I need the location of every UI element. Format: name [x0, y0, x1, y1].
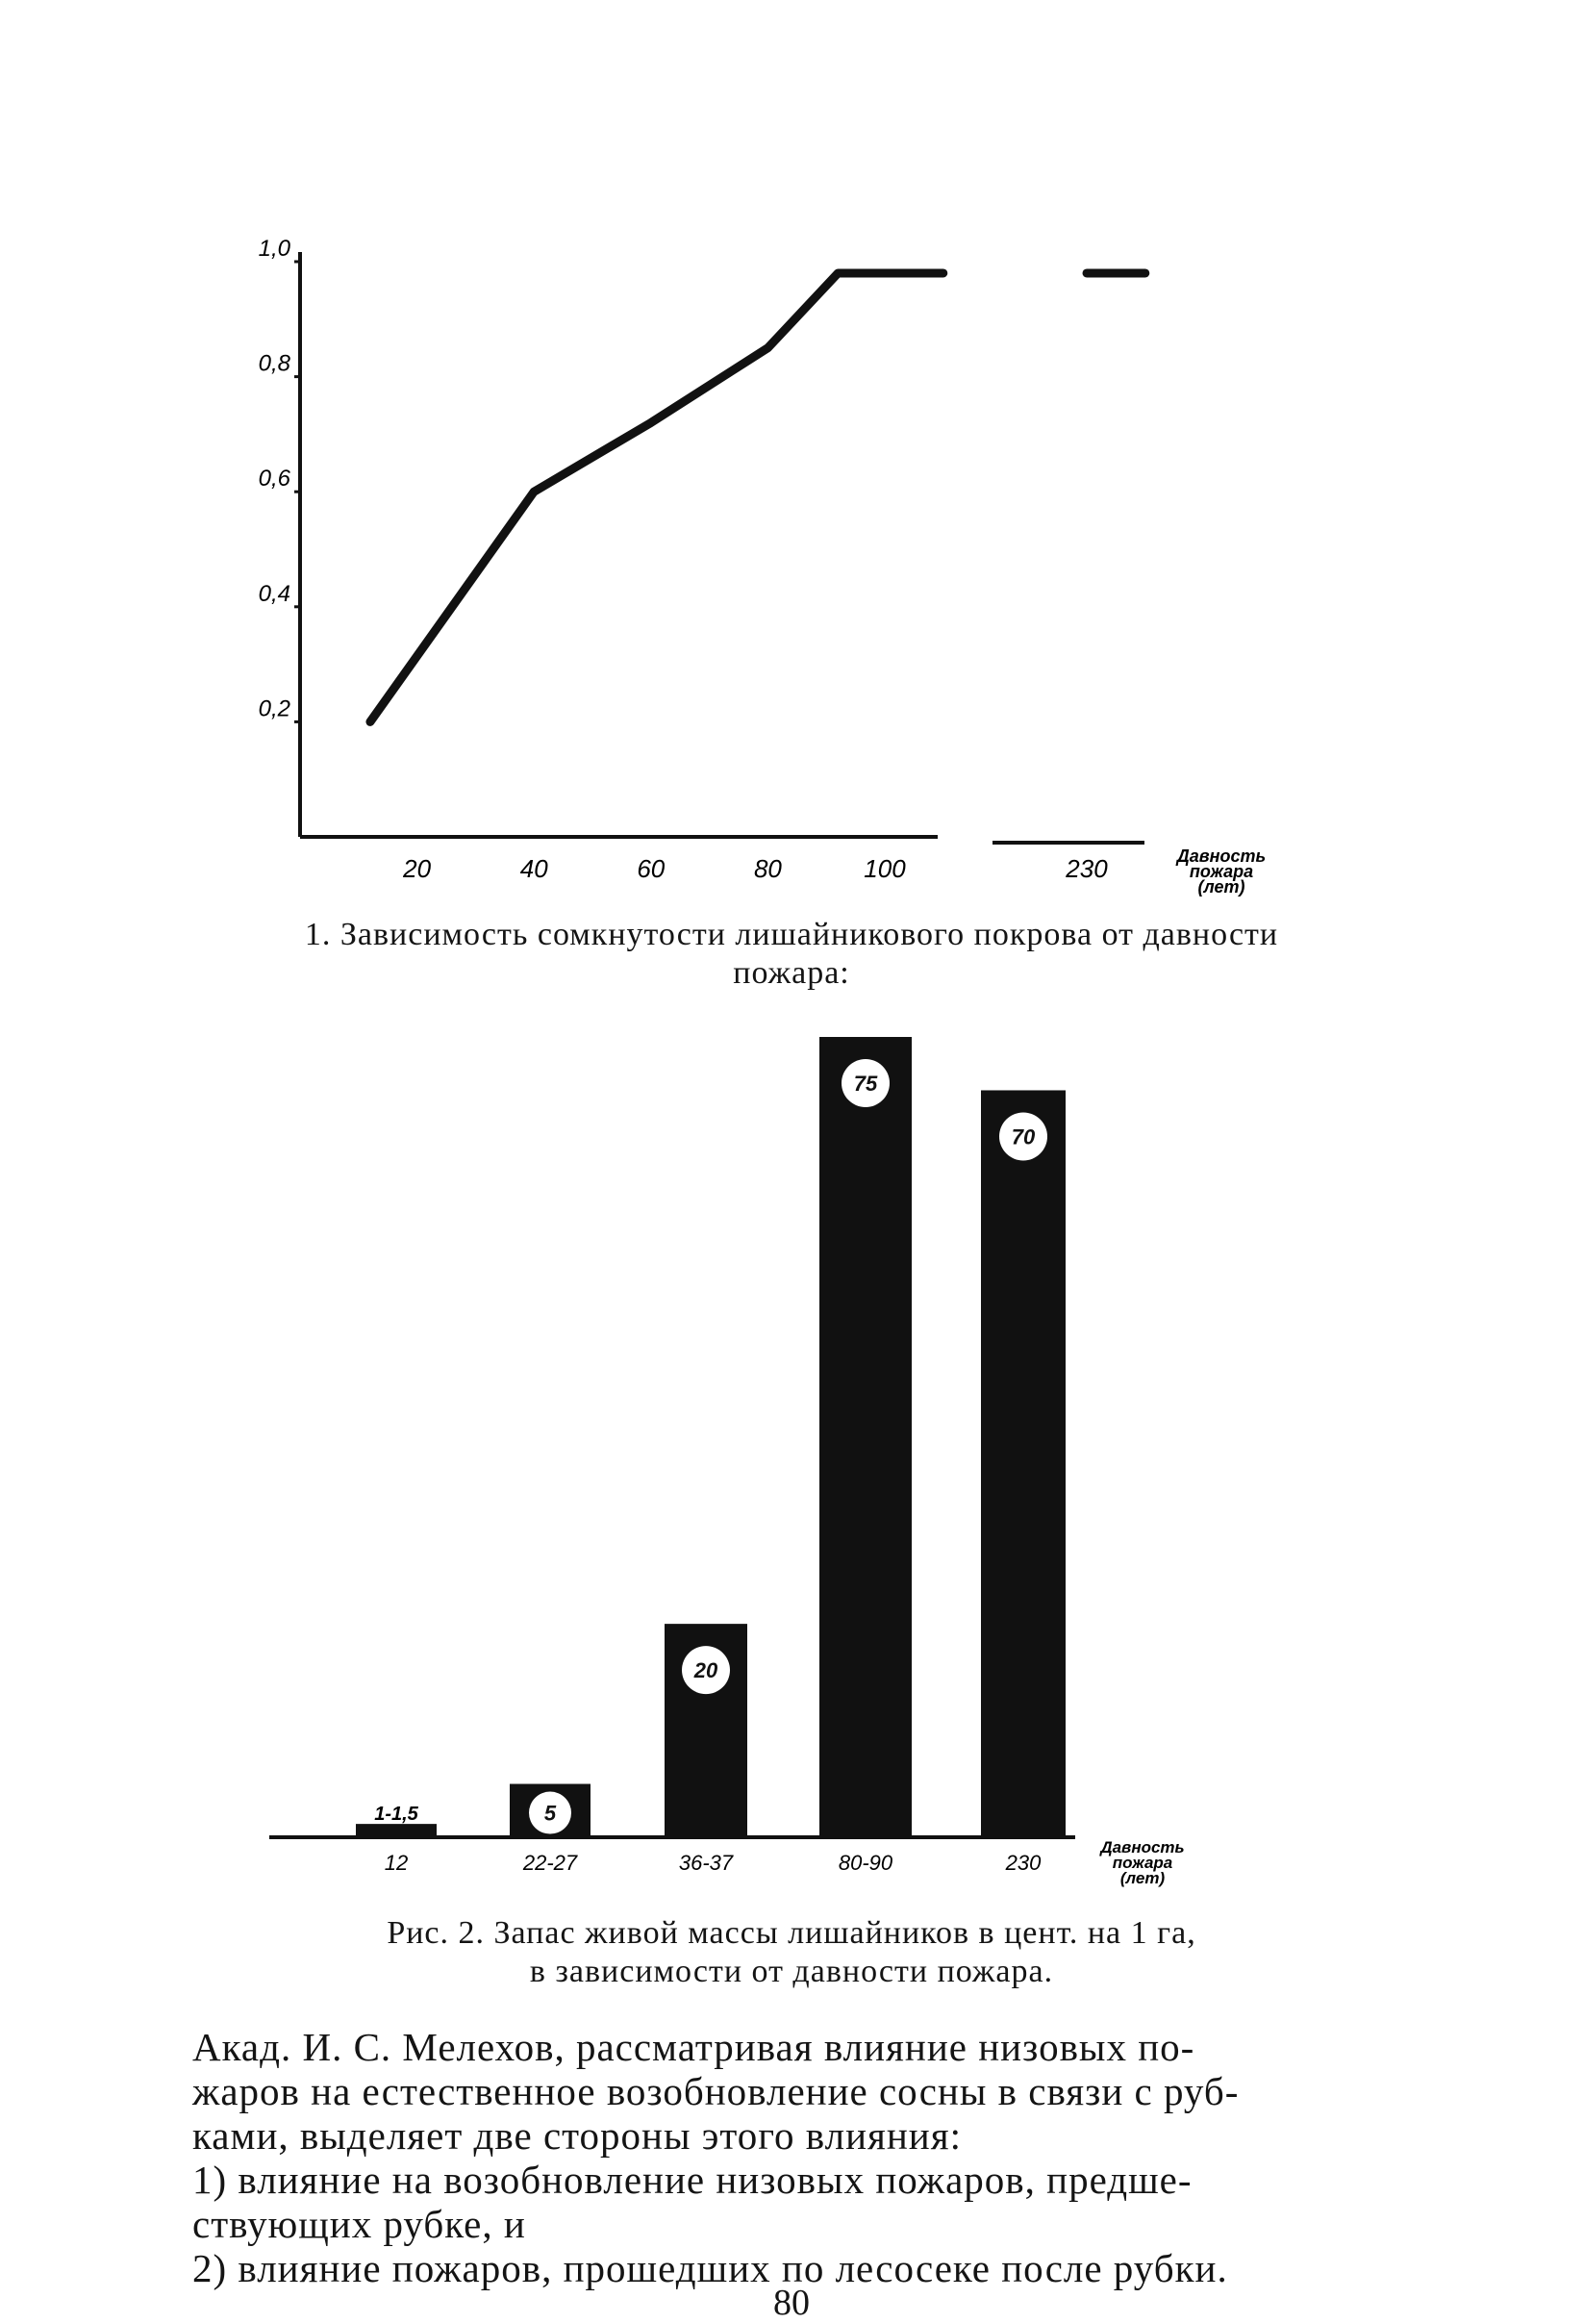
- page-number: 80: [773, 2283, 810, 2323]
- paragraph-line-3: ками, выделяет две стороны этого влияния…: [192, 2113, 963, 2158]
- y-tick-label: 0,2: [259, 695, 290, 721]
- figure-2-caption-line-2: в зависимости от давности пожара.: [529, 1954, 1054, 1989]
- bar: [665, 1624, 747, 1837]
- list-item-1-continued: ствующих рубке, и: [192, 2202, 526, 2246]
- x-axis-unit-label: пожара: [1190, 862, 1253, 881]
- y-tick-label: 0,4: [259, 581, 290, 607]
- x-axis-unit-label: (лет): [1120, 1869, 1166, 1887]
- x-tick-label: 100: [864, 854, 906, 883]
- line-chart-axes: [298, 252, 1144, 845]
- bar: [819, 1037, 912, 1837]
- figure-1-caption-line-1: 1. Зависимость сомкнутости лишайникового…: [304, 917, 1279, 952]
- bar: [356, 1824, 437, 1837]
- line-chart-closure: 1,0 0,8 0,6 0,4 0,2 20 40 60 80 100 230 Давностьпож…: [259, 236, 1267, 897]
- figure-1-caption: 1. Зависимость сомкнутости лишайникового…: [0, 916, 1583, 993]
- y-tick-label: 0,8: [259, 351, 291, 377]
- bar-data-label: 70: [1012, 1124, 1036, 1149]
- x-tick-label: 22-27: [522, 1851, 578, 1875]
- list-item-2: 2) влияние пожаров, прошедших по лесосек…: [192, 2246, 1228, 2290]
- y-tick-label: 0,6: [259, 466, 291, 492]
- x-tick-label: 230: [1065, 854, 1108, 883]
- x-tick-label: 80-90: [839, 1851, 893, 1875]
- line-chart-ticks: 1,0 0,8 0,6 0,4 0,2 20 40 60 80 100 230 Давностьпож…: [259, 236, 1267, 897]
- bar-data-label: 5: [544, 1802, 557, 1826]
- x-tick-label: 230: [1005, 1851, 1042, 1875]
- x-axis-unit-label: Давность: [1175, 846, 1266, 866]
- bar: [510, 1783, 590, 1837]
- x-axis-unit-label: Давность: [1098, 1838, 1184, 1857]
- bar-chart-bars: 1-1,5 5 20 75 70: [356, 1037, 1066, 1837]
- bar-data-label: 75: [854, 1072, 878, 1096]
- bar-data-label-badge: [842, 1059, 890, 1107]
- bar-data-label-badge: [999, 1112, 1047, 1161]
- x-tick-label: 40: [520, 854, 548, 883]
- bar: [981, 1090, 1066, 1837]
- x-axis-unit-label: пожара: [1113, 1854, 1173, 1872]
- x-tick-label: 80: [754, 854, 782, 883]
- paragraph-line-1: Акад. И. С. Мелехов, рассматривая влияни…: [192, 2025, 1195, 2069]
- x-axis-unit-label: (лет): [1198, 877, 1245, 897]
- line-series-1: [365, 268, 948, 726]
- line-chart-series: [365, 268, 1150, 726]
- y-tick-label: 1,0: [259, 236, 291, 262]
- bar-data-label-badge: [682, 1646, 730, 1695]
- list-item-1: 1) влияние на возобновление низовых пожа…: [192, 2158, 1193, 2202]
- bar-data-label-badge: [529, 1791, 571, 1834]
- figure-2-caption: Рис. 2. Запас живой массы лишайников в ц…: [0, 1914, 1583, 1991]
- paragraph-line-2: жаров на естественное возобновление сосн…: [192, 2069, 1240, 2113]
- figure-2-caption-line-1: Рис. 2. Запас живой массы лишайников в ц…: [387, 1915, 1196, 1951]
- x-tick-label: 60: [637, 854, 665, 883]
- bar-data-label: 1-1,5: [374, 1804, 418, 1825]
- x-tick-label: 12: [385, 1851, 408, 1875]
- figure-1-caption-line-2: пожара:: [733, 955, 850, 991]
- x-tick-label: 36-37: [679, 1851, 734, 1875]
- x-tick-label: 20: [402, 854, 431, 883]
- body-text: Акад. И. С. Мелехов, рассматривая влияни…: [192, 2025, 1327, 2290]
- bar-data-label: 20: [693, 1658, 718, 1682]
